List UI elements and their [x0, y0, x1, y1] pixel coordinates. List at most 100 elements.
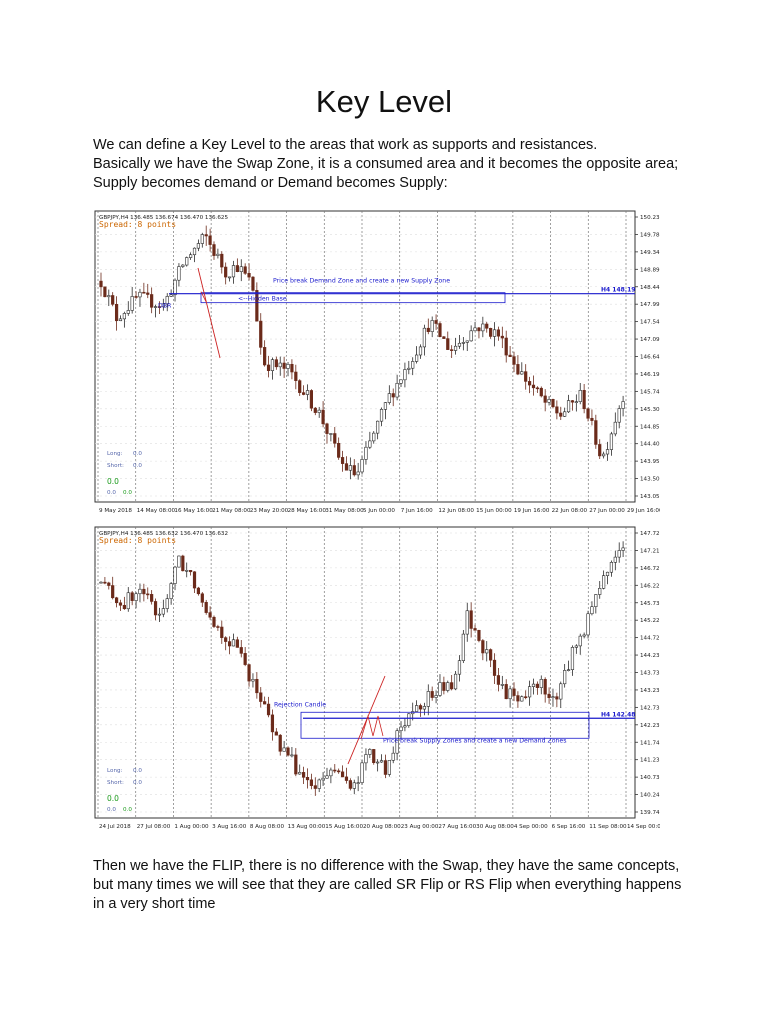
candle-body — [364, 446, 368, 460]
hidden-base-annotation: <--Hidden Base — [238, 296, 287, 303]
candle-body — [438, 682, 442, 696]
candle-body — [566, 400, 571, 413]
x-tick-label: 30 Aug 08:00 — [476, 824, 514, 830]
candle-body — [418, 346, 423, 356]
x-tick-label: 14 Sep 00:00 — [627, 824, 660, 830]
candle-body — [177, 266, 181, 281]
candle-body — [535, 683, 539, 688]
candle-body — [204, 234, 208, 237]
x-tick-label: 28 May 16:00 — [288, 508, 327, 514]
x-tick-label: 15 Jun 00:00 — [476, 508, 512, 514]
x-tick-label: 15 Aug 16:00 — [325, 824, 363, 830]
x-tick-label: 29 Jun 16:00 — [627, 508, 660, 514]
stat-total: 0.0 — [107, 477, 119, 486]
candle-body — [294, 371, 298, 381]
y-tick-label: 145.740 — [640, 389, 660, 395]
candle-body — [255, 678, 259, 694]
candle-body — [185, 257, 189, 266]
candle-body — [317, 409, 321, 413]
y-tick-label: 142.235 — [640, 723, 660, 729]
candle-body — [555, 406, 559, 414]
stat-sub-b: 0.0 — [123, 807, 132, 813]
candle-body — [613, 421, 617, 435]
candle-body — [379, 409, 384, 422]
candle-body — [103, 581, 107, 584]
candle-body — [563, 670, 567, 685]
y-tick-label: 140.240 — [640, 793, 660, 799]
candle-body — [286, 747, 290, 756]
candle-body — [329, 769, 333, 777]
stat-total: 0.0 — [107, 794, 119, 803]
candle-body — [161, 608, 165, 615]
stat-short-value: 0.0 — [133, 780, 142, 786]
candle-body — [247, 273, 251, 278]
candle-body — [165, 598, 169, 609]
candle-body — [602, 575, 606, 589]
x-tick-label: 4 Sep 00:00 — [514, 824, 548, 830]
candle-body — [450, 349, 454, 351]
candle-body — [274, 731, 278, 736]
dbr-marker-red — [200, 291, 207, 302]
candle-body — [177, 555, 181, 568]
candle-body — [317, 779, 321, 789]
candle-body — [586, 408, 590, 419]
y-tick-label: 147.540 — [640, 320, 660, 326]
candle-body — [274, 359, 278, 368]
candle-body — [111, 585, 115, 599]
candle-body — [122, 604, 126, 610]
rejection-annotation: Rejection Candle — [274, 701, 326, 708]
price-level-label: H4 142.48 — [601, 711, 635, 718]
y-tick-label: 147.215 — [640, 548, 660, 554]
candle-body — [496, 329, 501, 337]
intro-line: We can define a Key Level to the areas t… — [93, 137, 598, 153]
candle-body — [598, 444, 602, 457]
candle-body — [469, 330, 473, 342]
candle-body — [547, 693, 551, 699]
candle-body — [247, 664, 251, 682]
y-tick-label: 148.890 — [640, 267, 660, 273]
candle-body — [251, 678, 255, 682]
candle-body — [364, 754, 368, 764]
candle-body — [481, 640, 485, 654]
candle-body — [212, 244, 216, 256]
candle-body — [352, 782, 356, 789]
candle-body — [138, 291, 142, 298]
candle-body — [251, 276, 255, 291]
supply-zone-box — [200, 292, 506, 304]
candle-body — [547, 399, 551, 403]
stat-long-label: Long: — [107, 768, 123, 774]
candle-body — [403, 725, 407, 728]
candle-body — [111, 295, 115, 305]
y-tick-label: 141.230 — [640, 758, 660, 764]
candle-body — [333, 433, 337, 444]
candle-body — [609, 562, 614, 573]
intro-paragraph: We can define a Key Level to the areas t… — [93, 136, 693, 193]
demand-zone-box — [300, 711, 590, 739]
candle-body — [227, 276, 232, 279]
candle-body — [313, 785, 317, 789]
candle-body — [387, 760, 391, 775]
candle-body — [453, 673, 458, 690]
candle-body — [352, 465, 356, 476]
candle-body — [99, 581, 103, 584]
candle-body — [500, 335, 504, 339]
rejection-marker-red — [360, 714, 384, 740]
y-tick-label: 146.720 — [640, 566, 660, 572]
candle-body — [621, 547, 625, 551]
candle-body — [259, 692, 263, 702]
candle-body — [130, 296, 134, 311]
candle-body — [453, 345, 458, 351]
candle-body — [399, 726, 403, 732]
candle-body — [99, 280, 103, 288]
candle-body — [426, 327, 430, 332]
candle-body — [290, 754, 294, 757]
y-tick-label: 143.500 — [640, 477, 660, 483]
candle-body — [157, 306, 162, 308]
candle-body — [146, 292, 150, 295]
candle-body — [376, 420, 380, 434]
candle-body — [263, 347, 267, 366]
candle-body — [165, 296, 169, 305]
candle-body — [181, 264, 185, 267]
y-tick-label: 147.725 — [640, 531, 660, 537]
stat-long-value: 0.0 — [133, 451, 142, 457]
